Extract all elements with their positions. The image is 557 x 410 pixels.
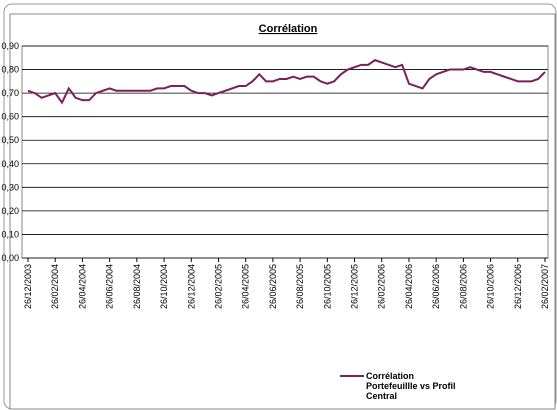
y-tick-label: 0,40	[1, 159, 19, 169]
x-tick-label: 26/02/2007	[540, 264, 550, 309]
y-tick-label: 0,20	[1, 206, 19, 216]
x-tick-label: 26/04/2005	[241, 264, 251, 309]
y-tick-label: 0,50	[1, 135, 19, 145]
x-tick-label: 26/10/2006	[486, 264, 496, 309]
x-tick-label: 26/06/2004	[105, 264, 115, 309]
legend: Corrélation Portefeuillle vs Profil Cent…	[340, 371, 466, 401]
x-tick-label: 26/08/2005	[295, 264, 305, 309]
x-tick-label: 26/06/2005	[268, 264, 278, 309]
x-tick-label: 26/12/2006	[513, 264, 523, 309]
y-tick-label: 0,60	[1, 112, 19, 122]
legend-swatch	[340, 375, 364, 377]
x-tick-label: 26/12/2003	[23, 264, 33, 309]
x-tick-label: 26/02/2006	[377, 264, 387, 309]
x-tick-label: 26/04/2004	[77, 264, 87, 309]
x-tick-label: 26/08/2004	[132, 264, 142, 309]
chart-title: Corrélation	[259, 23, 318, 35]
x-tick-label: 26/12/2005	[350, 264, 360, 309]
x-tick-label: 26/10/2005	[322, 264, 332, 309]
y-tick-label: 0,70	[1, 88, 19, 98]
y-tick-label: 0,90	[1, 41, 19, 51]
x-tick-label: 26/06/2006	[431, 264, 441, 309]
y-tick-label: 0,10	[1, 229, 19, 239]
x-tick-label: 26/04/2006	[404, 264, 414, 309]
legend-label: Corrélation Portefeuillle vs Profil Cent…	[366, 371, 456, 401]
x-tick-label: 26/02/2005	[213, 264, 223, 309]
x-tick-label: 26/08/2006	[458, 264, 468, 309]
x-tick-label: 26/02/2004	[50, 264, 60, 309]
x-tick-label: 26/10/2004	[159, 264, 169, 309]
series-line	[27, 59, 546, 105]
y-tick-label: 0,00	[1, 253, 19, 263]
x-tick-label: 26/12/2004	[186, 264, 196, 309]
y-tick-label: 0,30	[1, 182, 19, 192]
y-tick-label: 0,80	[1, 65, 19, 75]
plot-area	[21, 45, 549, 259]
